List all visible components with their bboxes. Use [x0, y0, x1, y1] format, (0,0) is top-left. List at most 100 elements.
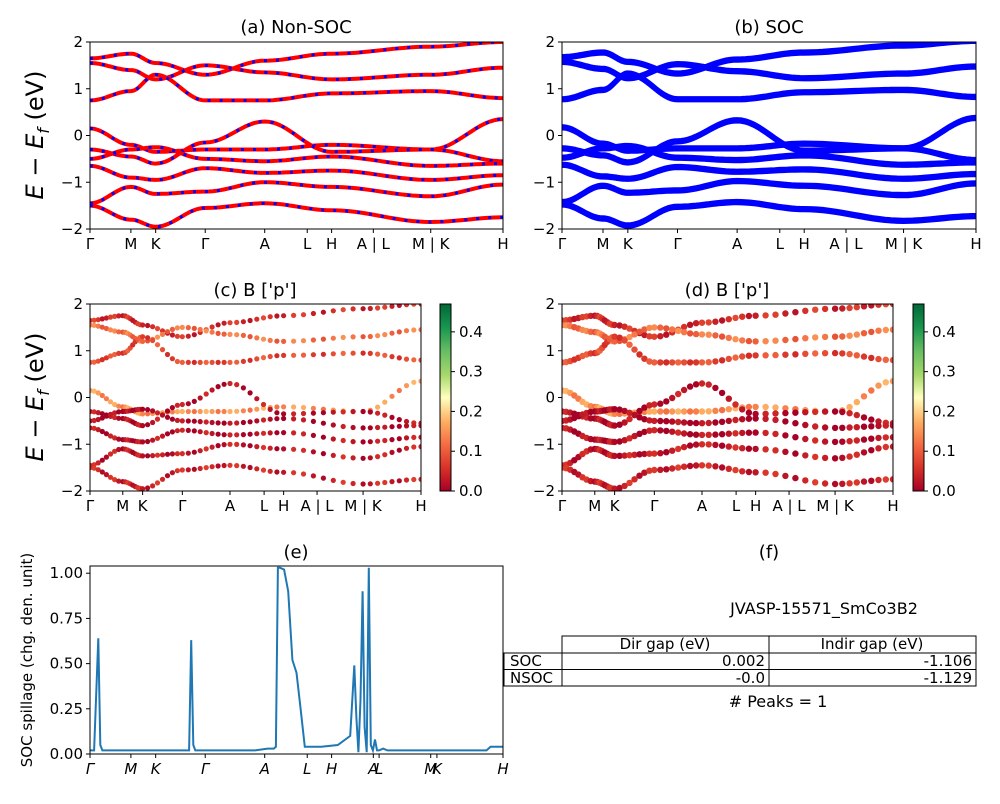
- band-point: [330, 422, 336, 428]
- band-point: [281, 411, 287, 417]
- band-point: [215, 322, 221, 328]
- band-point: [631, 432, 638, 440]
- band-point: [739, 468, 746, 475]
- band-point: [802, 452, 809, 459]
- band-point: [663, 359, 670, 366]
- band-point: [203, 391, 209, 397]
- band-point: [227, 420, 233, 426]
- band-point: [221, 381, 227, 387]
- band-point: [150, 437, 156, 443]
- band-point: [179, 467, 185, 473]
- y-tick-label: 2: [73, 33, 83, 51]
- band-point: [197, 326, 203, 333]
- band-point: [712, 384, 719, 392]
- x-tick-label: Γ: [673, 235, 682, 253]
- band-point: [889, 304, 893, 308]
- band-point: [853, 479, 860, 486]
- y-tick-label: −1: [533, 173, 555, 191]
- band-point: [215, 431, 221, 437]
- band-line-nonsoc: [90, 61, 503, 82]
- panel-b-title: (b) SOC: [734, 17, 803, 38]
- band-point: [725, 395, 732, 402]
- band-point: [215, 420, 221, 426]
- band-point: [839, 333, 846, 340]
- band-point: [636, 430, 643, 437]
- band-point: [663, 331, 670, 338]
- band-point: [95, 317, 101, 323]
- band-point: [418, 378, 421, 384]
- band-point: [698, 420, 706, 427]
- band-point: [150, 453, 156, 459]
- band-point: [382, 352, 388, 358]
- y-tick-label: 2: [73, 295, 83, 313]
- band-point: [712, 441, 719, 449]
- band-point: [360, 306, 366, 312]
- band-point: [675, 408, 682, 415]
- band-point: [641, 428, 648, 436]
- band-point: [91, 359, 97, 365]
- band-point: [107, 433, 114, 439]
- band-point: [680, 323, 688, 331]
- colorbar-tick-label: 0.3: [459, 363, 483, 381]
- band-point: [382, 304, 388, 310]
- band-point: [725, 417, 732, 425]
- y-tick-label: −1: [61, 173, 83, 191]
- band-point: [725, 443, 732, 450]
- band-point: [330, 351, 336, 357]
- band-point: [669, 359, 676, 366]
- band-point: [745, 337, 753, 345]
- band-point: [732, 336, 739, 343]
- band-point: [103, 472, 109, 478]
- band-point: [281, 313, 287, 319]
- band-point: [657, 400, 664, 407]
- band-point: [732, 466, 739, 474]
- band-point: [882, 379, 889, 386]
- band-point: [745, 312, 753, 320]
- band-point: [350, 334, 356, 340]
- x-tick-label: M | K: [816, 497, 855, 515]
- band-point: [868, 416, 875, 423]
- band-point: [712, 419, 719, 426]
- band-point: [197, 395, 203, 401]
- band-point: [159, 347, 166, 353]
- band-point: [705, 331, 712, 338]
- band-point: [853, 411, 860, 419]
- band-point: [762, 352, 769, 359]
- band-point: [191, 408, 197, 415]
- band-point: [821, 480, 829, 487]
- band-point: [209, 444, 215, 450]
- band-point: [350, 350, 356, 356]
- band-point: [159, 476, 166, 482]
- band-point: [389, 414, 395, 420]
- band-point: [611, 422, 618, 429]
- band-point: [116, 329, 122, 335]
- band-point: [860, 353, 868, 360]
- band-point: [267, 445, 273, 451]
- band-point: [868, 304, 875, 309]
- panel-a-ylabel: E − Ef (eV): [21, 71, 53, 200]
- band-point: [396, 304, 402, 308]
- band-point: [185, 450, 191, 456]
- band-point: [745, 352, 753, 359]
- band-line-nonsoc-dash: [90, 180, 503, 205]
- band-point: [330, 335, 336, 341]
- band-point: [382, 332, 388, 338]
- band-point: [254, 418, 260, 424]
- band-point: [221, 320, 227, 326]
- band-point: [657, 417, 664, 425]
- x-tick-label: K: [623, 235, 634, 253]
- band-point: [99, 469, 105, 475]
- y-tick-label: 1: [545, 80, 555, 98]
- band-point: [197, 465, 203, 472]
- panel-c-ylabel: E − Ef (eV): [21, 333, 53, 462]
- band-point: [320, 420, 326, 426]
- band-point: [191, 398, 197, 404]
- band-point: [375, 424, 381, 431]
- x-tick-label: L: [732, 497, 741, 515]
- band-point: [174, 409, 180, 415]
- band-point: [330, 477, 336, 483]
- band-point: [154, 326, 161, 332]
- band-point: [367, 425, 373, 431]
- band-point: [367, 481, 373, 487]
- band-point: [320, 336, 326, 342]
